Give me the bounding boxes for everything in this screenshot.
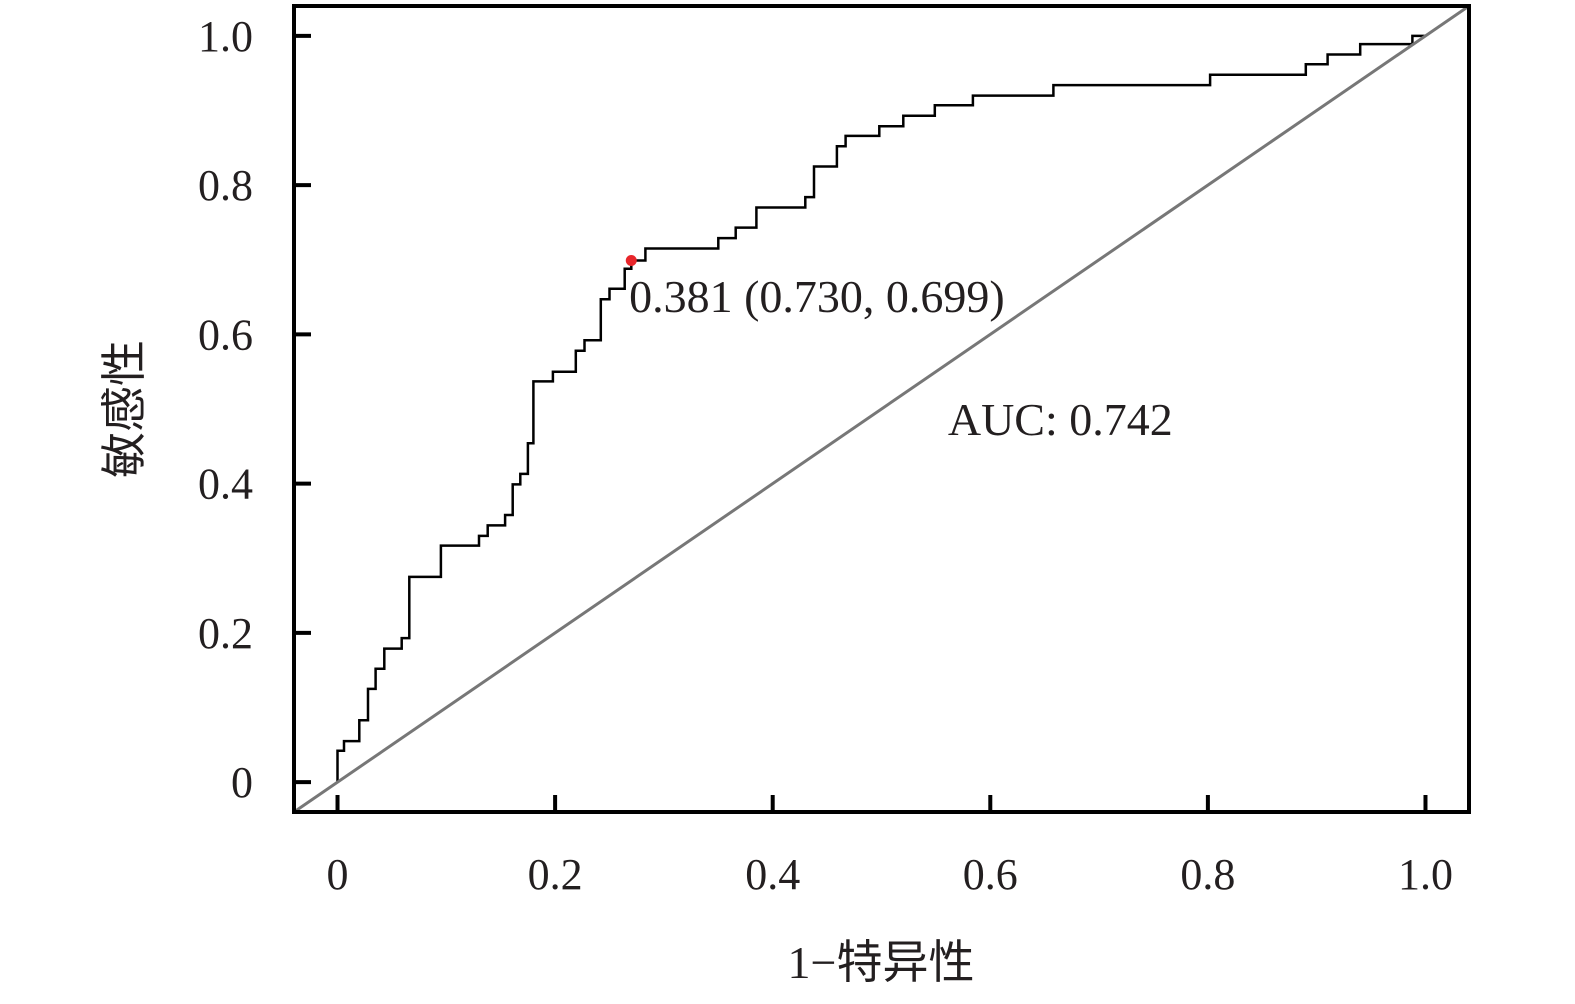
y-tick-label: 0.2 <box>198 609 253 658</box>
y-axis-title: 敏感性 <box>99 340 150 478</box>
labels-layer: 0 0.2 0.4 0.6 0.8 1.0 0 0.2 0.4 0.6 0.8 1.0 0.381 (0… <box>198 12 1453 899</box>
y-tick-label: 1.0 <box>198 12 253 61</box>
x-tick-label: 0.2 <box>528 850 583 899</box>
plot-frame <box>292 4 1471 814</box>
x-tick-label: 0.8 <box>1180 850 1235 899</box>
curves-layer <box>293 4 1470 814</box>
y-tick-label: 0 <box>231 758 253 807</box>
x-tick-label: 0.6 <box>963 850 1018 899</box>
x-tick-label: 0 <box>327 850 349 899</box>
y-tick-label: 0.6 <box>198 310 253 359</box>
x-tick-label: 0.4 <box>745 850 800 899</box>
y-tick-label: 0.4 <box>198 460 253 509</box>
cutoff-annotation: 0.381 (0.730, 0.699) <box>629 271 1005 322</box>
x-tick-label: 1.0 <box>1398 850 1453 899</box>
roc-curve-line <box>336 34 1426 783</box>
auc-annotation: AUC: 0.742 <box>948 394 1173 445</box>
reference-diagonal-line <box>293 4 1470 814</box>
ticks-layer <box>294 33 1428 812</box>
optimal-cutoff-point <box>625 254 637 266</box>
y-tick-label: 0.8 <box>198 161 253 210</box>
x-axis-title: 1−特异性 <box>788 937 975 988</box>
